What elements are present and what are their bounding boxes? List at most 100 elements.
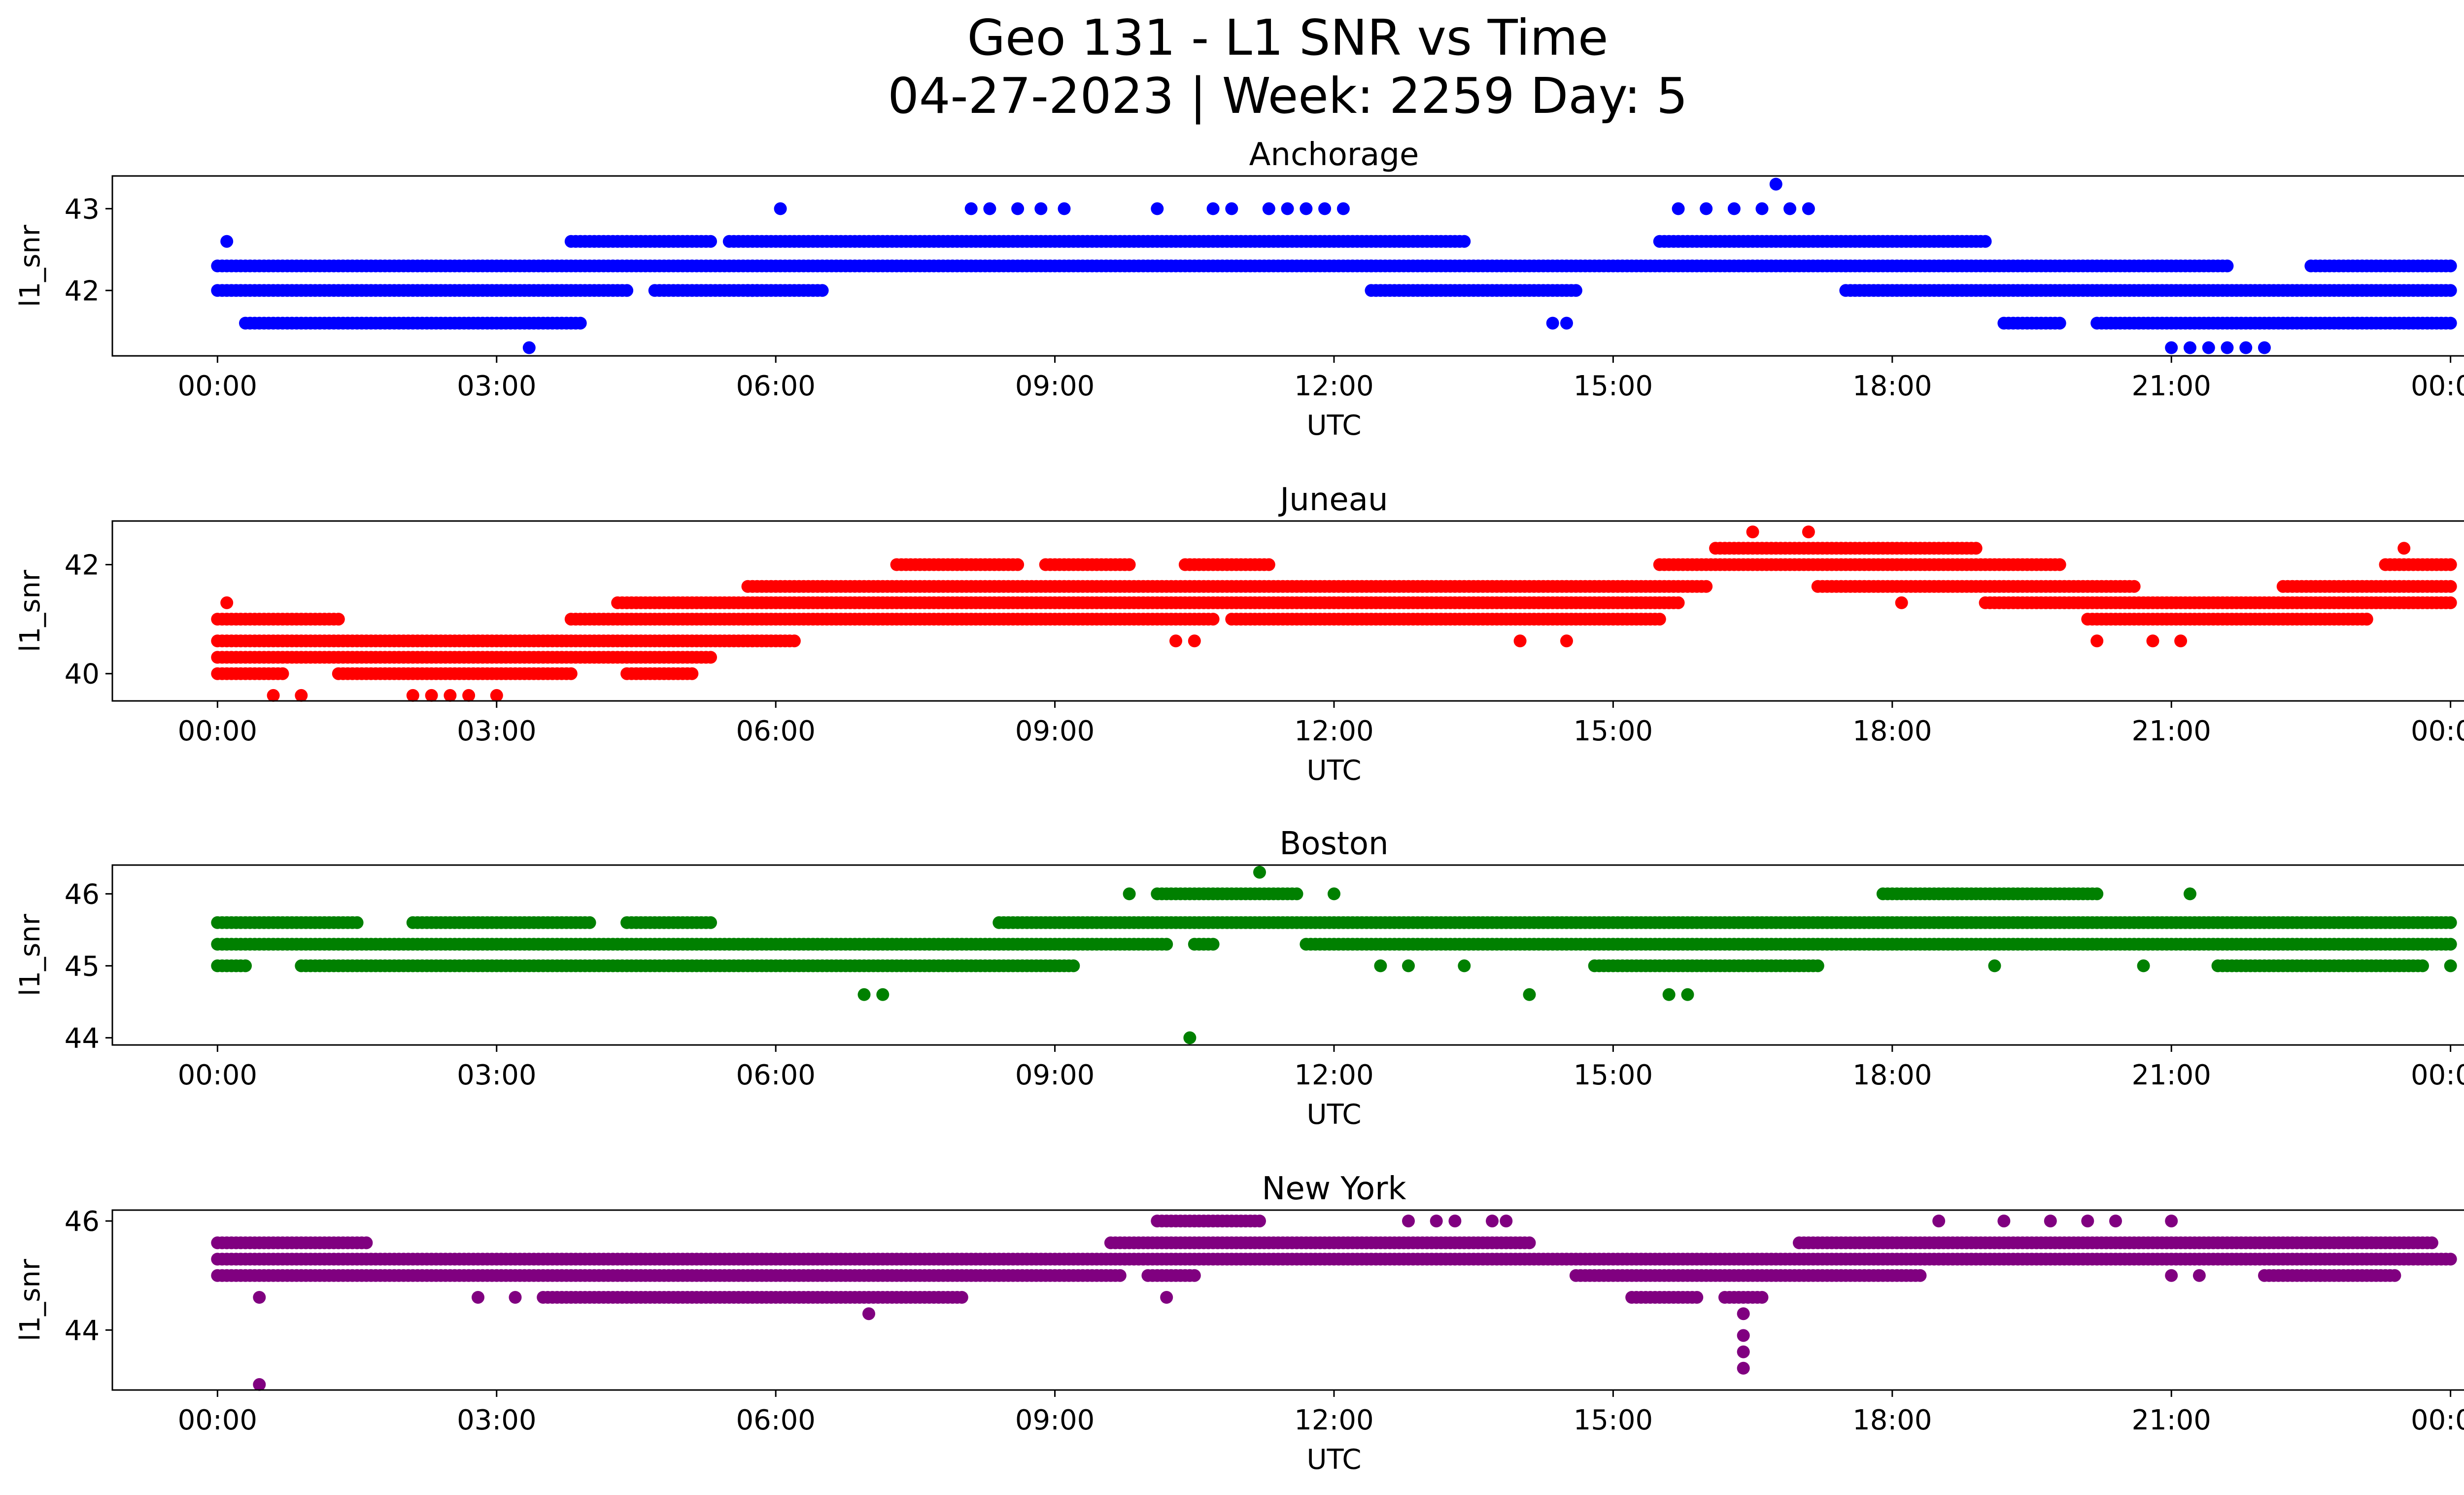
data-point	[1374, 959, 1387, 973]
data-point	[1458, 959, 1471, 973]
x-tick-label: 18:00	[1852, 1059, 1932, 1091]
data-point	[220, 596, 234, 609]
data-point	[1067, 959, 1080, 973]
data-point	[2444, 558, 2457, 571]
data-point	[1011, 202, 1025, 215]
data-point	[1523, 1236, 1536, 1250]
x-axis-label: UTC	[1306, 755, 1361, 787]
data-point	[1653, 613, 1666, 626]
subplot-juneau: 00:00 03:00 06:00 09:00 12:00 15:00 18:00 21:00…	[14, 482, 2464, 787]
data-point	[2202, 341, 2215, 354]
x-tick-label: 12:00	[1294, 715, 1373, 747]
data-point	[1895, 596, 1908, 609]
data-point	[1318, 202, 1332, 215]
data-point	[2444, 959, 2457, 973]
data-point	[2127, 580, 2141, 593]
data-point	[1700, 580, 1713, 593]
data-point	[2053, 558, 2066, 571]
data-point	[964, 202, 978, 215]
data-point	[704, 235, 717, 248]
data-point	[2258, 341, 2271, 354]
x-tick-label: 06:00	[736, 370, 815, 402]
x-tick-label: 03:00	[457, 370, 536, 402]
y-tick-label: 42	[65, 275, 100, 307]
data-point	[1672, 202, 1685, 215]
data-point	[1402, 959, 1415, 973]
x-tick-label: 18:00	[1852, 370, 1932, 402]
x-tick-label: 09:00	[1015, 370, 1095, 402]
data-points	[211, 177, 2457, 354]
x-tick-label: 03:00	[457, 1059, 536, 1091]
x-tick-label: 09:00	[1015, 715, 1095, 747]
x-tick-label: 09:00	[1015, 1059, 1095, 1091]
data-point	[350, 916, 364, 929]
data-point	[1169, 634, 1182, 648]
data-point	[1123, 558, 1136, 571]
data-point	[2239, 341, 2253, 354]
data-point	[522, 341, 536, 354]
data-point	[2090, 887, 2104, 901]
data-point	[1700, 202, 1713, 215]
figure-title: Geo 131 - L1 SNR vs Time 04-27-2023 | We…	[0, 9, 2464, 125]
data-point	[1011, 558, 1025, 571]
subplot-new-york: 00:00 03:00 06:00 09:00 12:00 15:00 18:00 21:00…	[14, 1171, 2464, 1476]
x-tick-label: 00:00	[2411, 370, 2464, 402]
y-axis-label: l1_snr	[14, 913, 46, 996]
data-point	[239, 959, 252, 973]
data-point	[1188, 634, 1201, 648]
data-point	[1783, 202, 1797, 215]
data-point	[2184, 887, 2196, 901]
x-tick-label: 15:00	[1574, 715, 1653, 747]
data-point	[1523, 988, 1536, 1001]
data-point	[704, 651, 717, 664]
data-point	[2360, 613, 2373, 626]
data-point	[1262, 202, 1275, 215]
data-point	[1546, 316, 1559, 330]
x-tick-label: 18:00	[1852, 715, 1932, 747]
data-point	[490, 689, 503, 702]
data-point	[2221, 259, 2234, 273]
x-tick-label: 15:00	[1574, 370, 1653, 402]
data-point	[1969, 542, 1983, 555]
data-point	[1811, 959, 1824, 973]
data-point	[1206, 613, 1220, 626]
data-point	[774, 202, 787, 215]
x-tick-label: 00:00	[178, 1059, 257, 1091]
data-point	[1662, 988, 1676, 1001]
data-point	[2444, 316, 2457, 330]
data-point	[1123, 887, 1136, 901]
data-point	[1206, 938, 1220, 951]
data-point	[564, 667, 578, 680]
data-point	[1188, 1269, 1201, 1282]
data-point	[2444, 284, 2457, 297]
data-point	[425, 689, 438, 702]
x-tick-label: 15:00	[1574, 1059, 1653, 1091]
data-point	[2053, 316, 2066, 330]
data-point	[1253, 866, 1266, 879]
data-point	[462, 689, 476, 702]
data-point	[2444, 259, 2457, 273]
data-point	[406, 689, 419, 702]
data-point	[1560, 634, 1573, 648]
data-point	[983, 202, 996, 215]
data-point	[220, 235, 234, 248]
data-point	[267, 689, 280, 702]
subplot-title: Boston	[1279, 826, 1388, 862]
figure-title-line1: Geo 131 - L1 SNR vs Time	[967, 9, 1608, 67]
data-point	[1151, 202, 1164, 215]
data-point	[876, 988, 890, 1001]
y-tick-label: 42	[65, 549, 100, 581]
data-point	[1336, 202, 1350, 215]
data-point	[1262, 558, 1275, 571]
y-tick-label: 43	[65, 193, 100, 225]
x-tick-label: 06:00	[736, 1059, 815, 1091]
data-point	[1802, 202, 1815, 215]
data-point	[704, 916, 717, 929]
data-point	[2444, 596, 2457, 609]
x-axis-label: UTC	[1306, 1099, 1361, 1131]
data-point	[1769, 177, 1782, 191]
data-point	[444, 689, 457, 702]
data-point	[583, 916, 596, 929]
x-axis-label: UTC	[1306, 410, 1361, 442]
